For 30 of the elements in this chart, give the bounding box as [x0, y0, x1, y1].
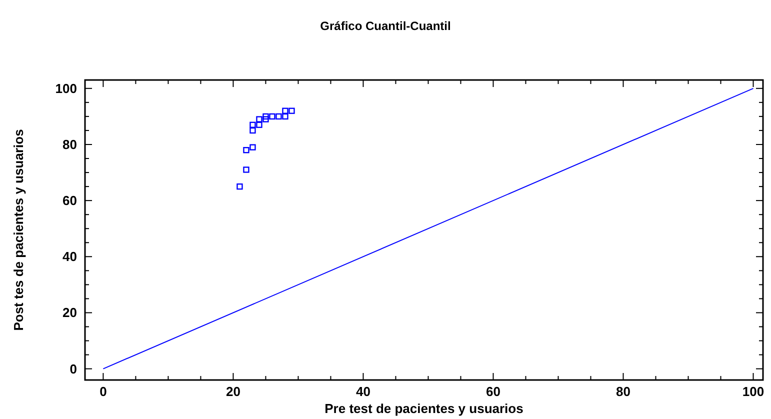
- point: [269, 113, 276, 120]
- point: [282, 108, 288, 114]
- x-tick-label: 20: [226, 384, 240, 399]
- point: [243, 146, 250, 154]
- x-axis-title: Pre test de pacientes y usuarios: [324, 401, 524, 416]
- x-tick-label: 80: [616, 384, 630, 399]
- x-tick-label: 0: [100, 384, 107, 399]
- y-tick-label: 0: [70, 361, 77, 376]
- point: [256, 122, 262, 128]
- point: [250, 122, 256, 128]
- chart-title: Gráfico Cuantil-Cuantil: [320, 19, 451, 33]
- point: [250, 127, 256, 134]
- y-tick-label: 80: [62, 136, 77, 152]
- point: [243, 166, 250, 173]
- point: [236, 183, 243, 190]
- y-tick-label: 100: [55, 80, 77, 96]
- point: [288, 108, 295, 114]
- x-tick-label: 40: [356, 384, 370, 399]
- point: [262, 116, 269, 122]
- point: [282, 113, 288, 120]
- x-tick-label: 60: [486, 384, 500, 399]
- point: [250, 144, 256, 150]
- y-tick-label: 40: [62, 249, 77, 264]
- point: [262, 113, 269, 120]
- y-tick-label: 60: [62, 193, 77, 208]
- y-tick-label: 20: [62, 305, 77, 320]
- x-tick-label: 100: [742, 384, 764, 399]
- point: [276, 113, 282, 120]
- y-axis-title: Post tes de pacientes y usuarios: [11, 129, 26, 331]
- point: [256, 116, 262, 122]
